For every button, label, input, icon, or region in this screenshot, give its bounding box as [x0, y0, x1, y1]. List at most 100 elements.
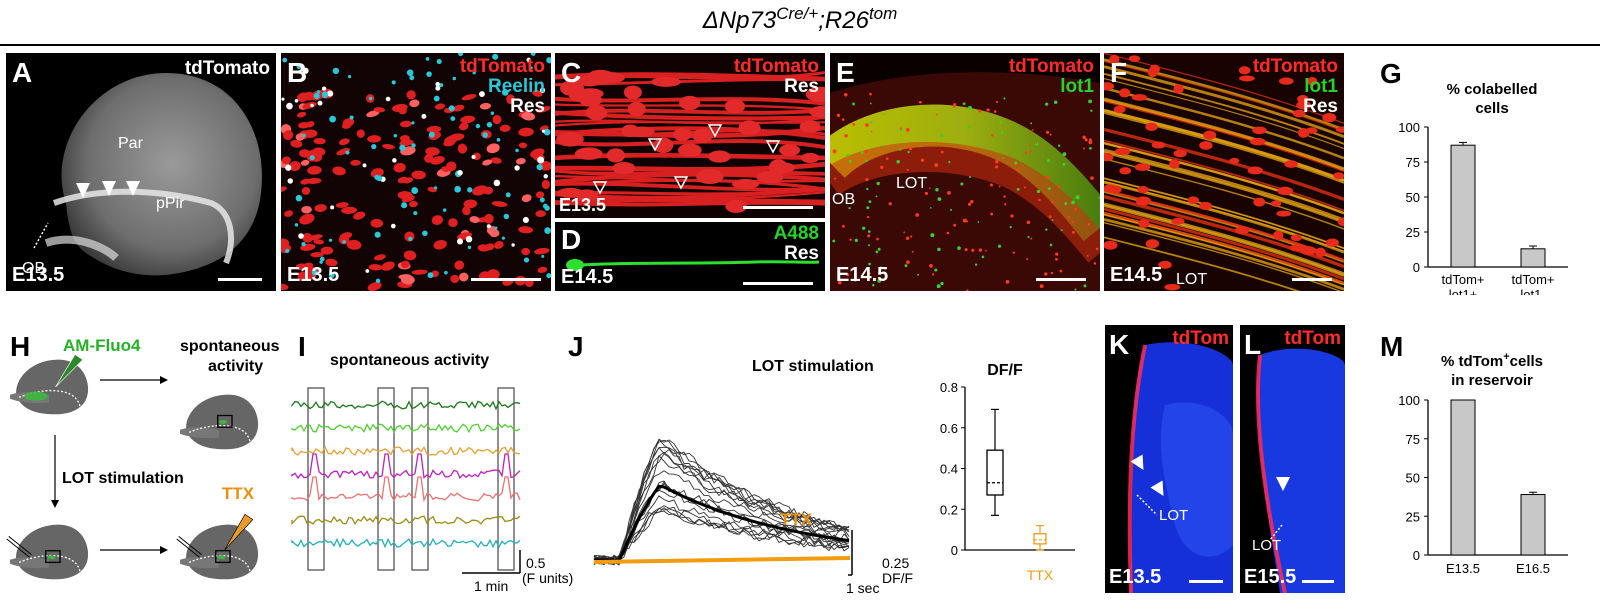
fiber [1104, 112, 1344, 184]
cell-body [411, 170, 426, 180]
cell-dot [844, 93, 848, 97]
cell-body [314, 204, 327, 212]
fiber [1104, 148, 1344, 222]
cell-dot [929, 263, 933, 268]
cell-dot [940, 150, 944, 154]
cell-body [339, 232, 353, 240]
response-trace [593, 470, 850, 564]
cell-body [320, 246, 334, 255]
cell-process [555, 139, 825, 150]
cell-dot [953, 103, 957, 107]
cell-body [679, 95, 701, 111]
y-tick-label: 75 [1406, 432, 1420, 447]
reelin-dot [444, 270, 448, 275]
cell-body [402, 177, 414, 184]
cell-dot [875, 250, 879, 254]
cell-dot [915, 213, 920, 217]
reelin-dot [406, 69, 414, 77]
panel-j-title: LOT stimulation [752, 358, 874, 375]
cell-dot [852, 123, 856, 126]
cell-dot [877, 247, 881, 251]
cell-body [1151, 141, 1166, 149]
cell-process [555, 126, 825, 141]
panel-f-markers: tdTomato lot1 Res [1253, 57, 1338, 117]
cell-dot [1062, 162, 1066, 166]
panel-l-stage: E15.5 [1244, 566, 1297, 588]
label-ob: OB [22, 260, 46, 277]
label-ttx: TTX [780, 510, 813, 529]
cell-dot [1044, 272, 1048, 276]
cell-body [651, 76, 682, 87]
cell-dot [950, 208, 953, 211]
neuron-axon [580, 260, 820, 267]
reelin-dot [411, 187, 419, 194]
cell-dot [1048, 215, 1052, 219]
cell-body [521, 194, 532, 203]
cell-dot [1059, 269, 1063, 273]
cell-body [336, 147, 350, 156]
cell-body [506, 94, 515, 105]
cell-body [487, 269, 500, 280]
fiber [1104, 177, 1344, 249]
cell-process [555, 170, 825, 175]
cell-dot [862, 226, 866, 230]
cell-dot [1047, 187, 1051, 191]
title-mid: ;R26 [818, 7, 869, 34]
reelin-dot [503, 213, 510, 220]
cell-dot [960, 182, 964, 186]
bar [1450, 144, 1476, 268]
response-trace [593, 454, 850, 564]
cell-body [1253, 197, 1266, 207]
cell-dot [1029, 150, 1033, 153]
cell-dot [1098, 196, 1100, 199]
panel-g-letter: G [1380, 58, 1402, 89]
cell-dot [1027, 235, 1030, 239]
y-tick-label: 50 [1406, 190, 1420, 205]
cell-dot [884, 267, 887, 270]
panel-k-image: K tdTom LOT E13.5 [1105, 325, 1233, 593]
cell-dot [986, 108, 990, 112]
panel-m-chart: % tdTom+cells in reservoir 0 25 50 75 100 E13.5… [1398, 351, 1568, 576]
cell-body [434, 103, 446, 110]
cell-body [1276, 210, 1292, 217]
reelin-dot [411, 143, 416, 148]
panel-c-letter: C [561, 57, 582, 88]
y-tick-label: 75 [1406, 155, 1420, 170]
cell-dot [985, 249, 987, 252]
cell-body [673, 128, 692, 142]
cell-body [310, 252, 324, 258]
cell-dot [1005, 279, 1010, 284]
cell-body [408, 200, 418, 208]
chart-title-line2: in reservoir [1451, 372, 1533, 389]
marker-tdtomato: tdTomato [1252, 56, 1338, 77]
cell-body [574, 147, 603, 160]
cell-body [521, 111, 536, 121]
cell-body [342, 118, 355, 127]
cell-body [485, 243, 495, 251]
response-trace [593, 451, 850, 566]
cell-body [1333, 172, 1344, 180]
reelin-dot [537, 156, 545, 164]
cell-body [452, 104, 465, 112]
cell-dot [1026, 258, 1029, 261]
label-am-fluo4: AM-Fluo4 [63, 336, 141, 355]
cell-dot [888, 202, 892, 206]
cell-body [366, 110, 380, 118]
reelin-dot [523, 257, 530, 263]
reelin-dot [454, 185, 462, 193]
reelin-dot [408, 236, 413, 242]
title-main: ΔNp73 [702, 7, 777, 34]
cell-dot [867, 244, 871, 247]
cell-dot [1083, 147, 1085, 150]
cell-dot [832, 149, 837, 154]
lot-band [52, 188, 234, 265]
reelin-dot [457, 170, 463, 176]
cell-dot [1074, 207, 1078, 211]
label-activity: activity [208, 358, 264, 375]
reelin-dot [374, 231, 381, 238]
fiber [1104, 58, 1344, 131]
reelin-dot [494, 226, 498, 230]
lot-tract [830, 104, 1100, 242]
response-trace [593, 446, 850, 564]
cell-dot [841, 224, 845, 228]
